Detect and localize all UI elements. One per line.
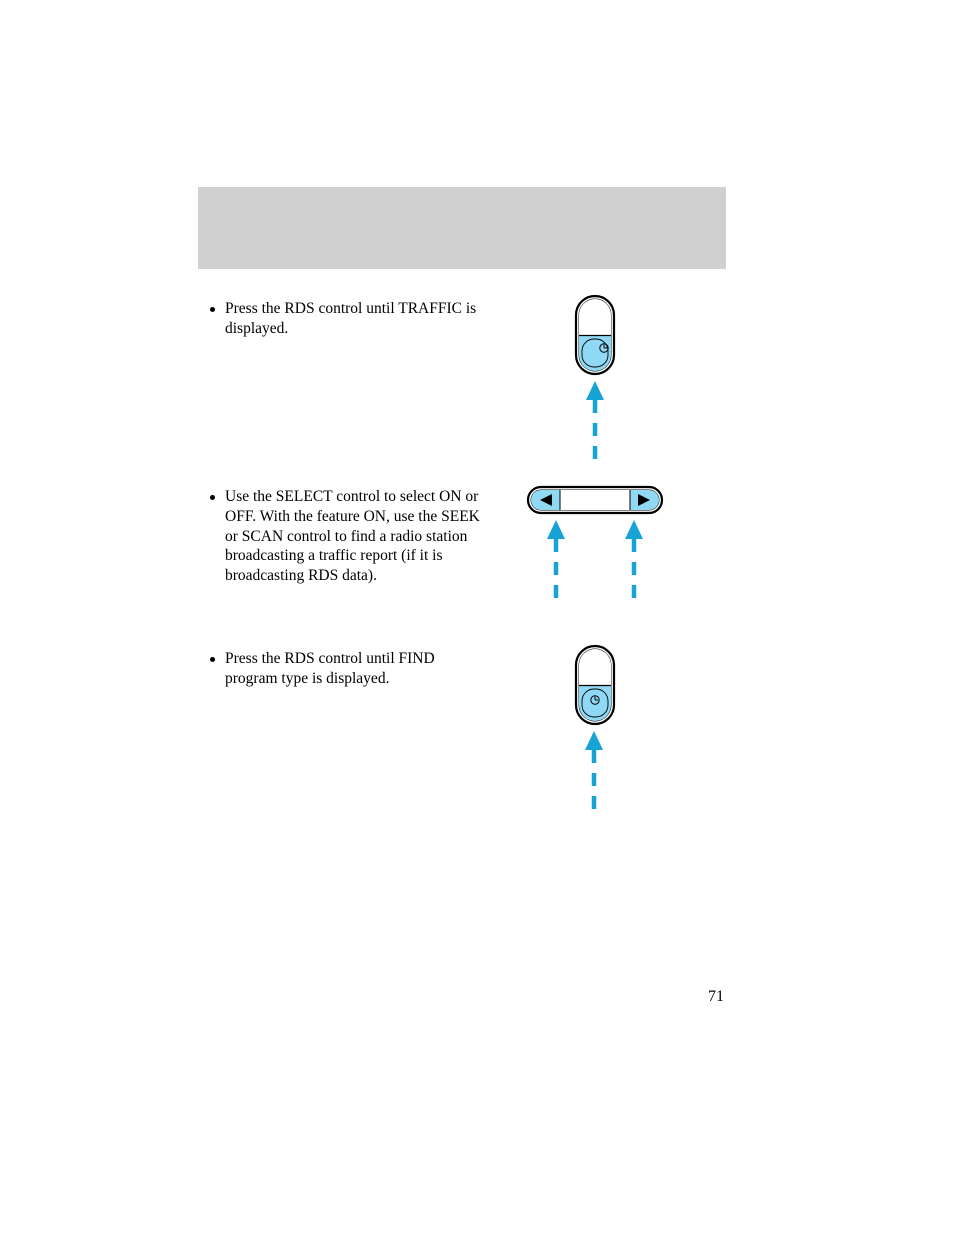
rds-button-top xyxy=(576,296,614,374)
page: Press the RDS control until TRAFFIC is d… xyxy=(0,0,954,1235)
arrow-up-icon xyxy=(547,520,565,604)
arrow-up-icon xyxy=(586,381,604,460)
diagrams-svg xyxy=(0,0,954,1235)
rds-button-bottom xyxy=(576,646,614,724)
select-control xyxy=(528,487,662,513)
arrow-up-icon xyxy=(585,731,603,812)
arrow-up-icon xyxy=(625,520,643,604)
page-number: 71 xyxy=(708,988,724,1006)
